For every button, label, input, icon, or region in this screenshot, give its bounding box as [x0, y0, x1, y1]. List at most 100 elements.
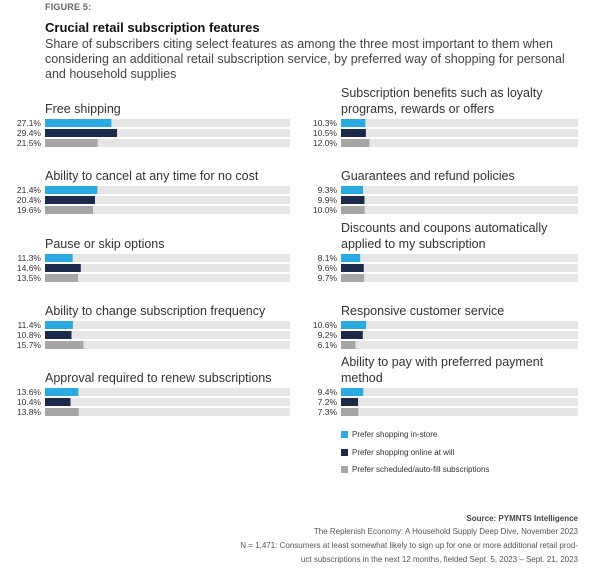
bar — [341, 264, 364, 272]
data-label: 10.4% — [17, 397, 42, 407]
bar — [341, 321, 367, 329]
footer-line-3: uct subscriptions in the next 12 months,… — [300, 555, 578, 564]
chart-subtitle: Share of subscribers citing select featu… — [45, 37, 565, 81]
bar — [45, 331, 72, 339]
bar — [45, 254, 73, 262]
bar — [45, 139, 98, 147]
bar — [341, 119, 366, 127]
bar-track — [341, 186, 578, 194]
bar — [341, 139, 370, 147]
bar — [341, 186, 364, 194]
bar-track — [45, 254, 290, 262]
data-label: 7.3% — [318, 407, 338, 417]
data-label: 13.8% — [17, 407, 42, 417]
data-label: 6.1% — [318, 340, 338, 350]
panel-title: programs, rewards or offers — [341, 102, 494, 116]
bar — [341, 254, 361, 262]
bar-track — [45, 331, 290, 339]
data-label: 9.7% — [318, 273, 338, 283]
bar-track — [341, 398, 578, 406]
bar — [45, 264, 81, 272]
bar — [341, 129, 366, 137]
bar-track — [341, 341, 578, 349]
data-label: 9.2% — [318, 330, 338, 340]
data-label: 11.4% — [18, 320, 42, 330]
bar-track — [341, 408, 578, 416]
data-label: 13.6% — [17, 387, 42, 397]
bar — [341, 274, 364, 282]
legend-swatch — [341, 449, 348, 456]
bar-track — [341, 264, 578, 272]
bar — [341, 341, 356, 349]
panel-title: Approval required to renew subscriptions — [45, 371, 272, 385]
bar — [45, 129, 118, 137]
data-label: 15.7% — [17, 340, 42, 350]
bar-track — [45, 139, 290, 147]
bar — [341, 388, 364, 396]
panel-title: Ability to cancel at any time for no cos… — [45, 169, 259, 183]
data-label: 10.5% — [313, 128, 338, 138]
data-label: 10.6% — [313, 320, 338, 330]
bar — [45, 196, 95, 204]
data-label: 27.1% — [17, 118, 42, 128]
bar-track — [45, 398, 290, 406]
data-label: 10.8% — [17, 330, 42, 340]
bar — [45, 398, 71, 406]
footer: Source: PYMNTS Intelligence The Replenis… — [240, 512, 578, 567]
data-label: 9.6% — [318, 263, 338, 273]
bar-track — [341, 139, 578, 147]
bar-track — [341, 129, 578, 137]
panel-title: method — [341, 371, 383, 385]
legend-swatch — [341, 466, 348, 473]
data-label: 12.0% — [313, 138, 338, 148]
panel-title: applied to my subscription — [341, 237, 486, 251]
data-label: 11.3% — [18, 253, 42, 263]
data-label: 8.1% — [318, 253, 338, 263]
bar-track — [45, 321, 290, 329]
panel-title: Pause or skip options — [45, 237, 165, 251]
legend-label: Prefer scheduled/auto-fill subscriptions — [352, 465, 489, 474]
panel-title: Subscription benefits such as loyalty — [341, 86, 543, 100]
bar-track — [341, 196, 578, 204]
panel-title: Ability to pay with preferred payment — [341, 355, 544, 369]
data-label: 13.5% — [17, 273, 42, 283]
bar-track — [45, 129, 290, 137]
bar — [45, 186, 98, 194]
data-label: 21.4% — [17, 185, 42, 195]
figure-label: FIGURE 5: — [45, 2, 92, 12]
bar — [45, 274, 79, 282]
bar-track — [341, 206, 578, 214]
bar-track — [341, 254, 578, 262]
bar-track — [341, 388, 578, 396]
panel-title: Ability to change subscription frequency — [45, 304, 266, 318]
bar — [45, 408, 79, 416]
source-note: Source: PYMNTS Intelligence — [466, 514, 578, 523]
data-label: 10.0% — [313, 205, 338, 215]
bar — [341, 206, 365, 214]
data-label: 21.5% — [17, 138, 42, 148]
chart-title: Crucial retail subscription features — [45, 20, 260, 35]
legend-label: Prefer shopping in-store — [352, 430, 438, 439]
bar — [341, 196, 365, 204]
bar — [45, 321, 73, 329]
bar-track — [341, 119, 578, 127]
bar-track — [45, 186, 290, 194]
panel-title: Responsive customer service — [341, 304, 504, 318]
bar-track — [45, 196, 290, 204]
footer-line-1: The Replenish Economy: A Household Suppl… — [313, 527, 578, 536]
data-label: 14.6% — [17, 263, 42, 273]
legend-swatch — [341, 431, 348, 438]
footer-line-2: N = 1,471: Consumers at least somewhat l… — [240, 541, 578, 550]
bar-track — [341, 321, 578, 329]
bar-track — [341, 331, 578, 339]
bar — [341, 408, 359, 416]
bar — [341, 398, 359, 406]
bar-track — [45, 388, 290, 396]
legend-label: Prefer shopping online at will — [352, 448, 455, 457]
bar-track — [45, 341, 290, 349]
bar — [45, 341, 84, 349]
data-label: 19.6% — [17, 205, 42, 215]
data-label: 7.2% — [318, 397, 338, 407]
bar-track — [341, 274, 578, 282]
